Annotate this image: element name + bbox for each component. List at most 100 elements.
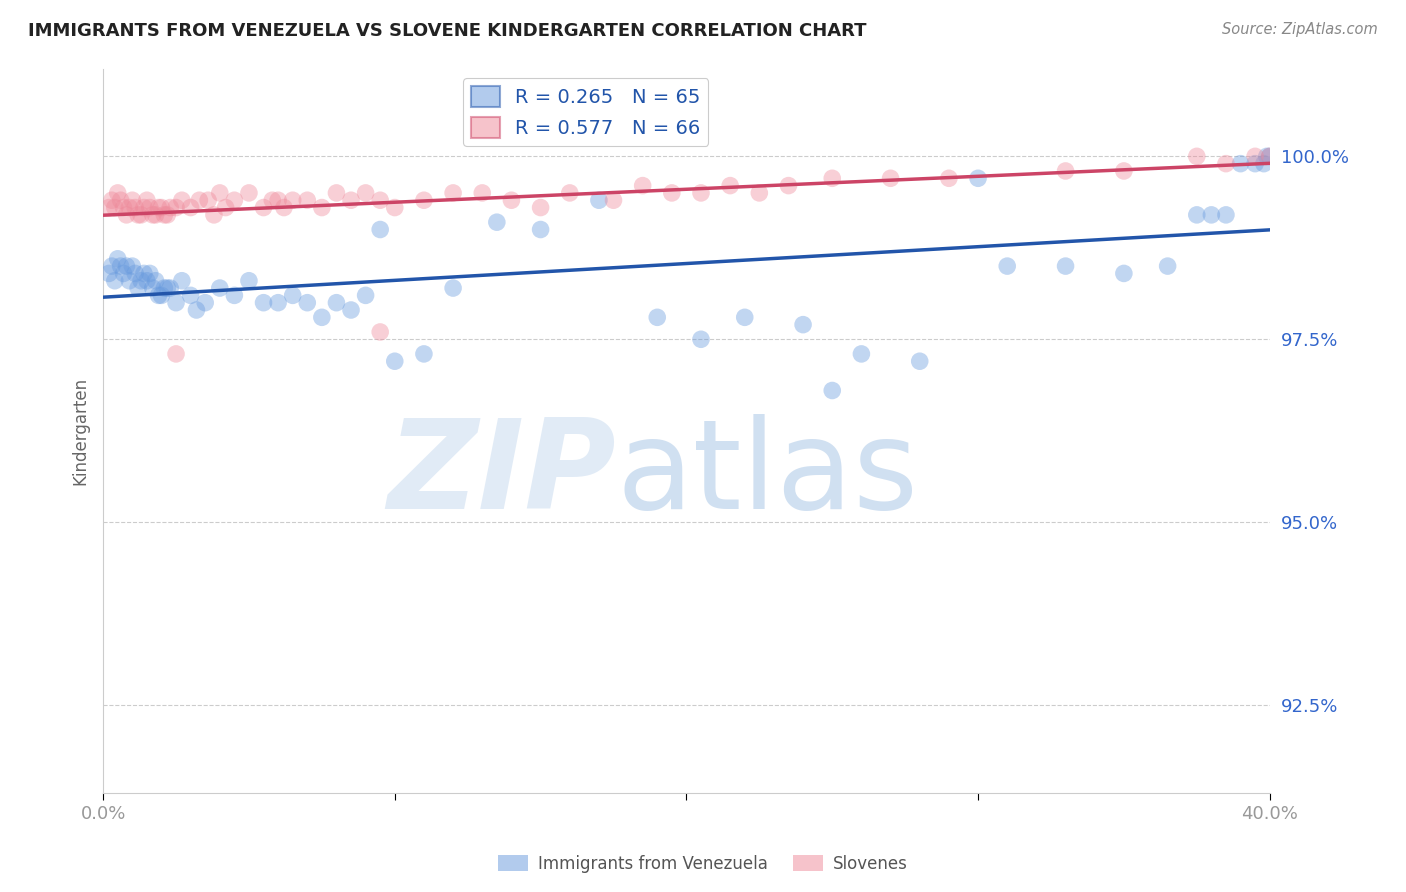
Point [156,208,179,222]
Point [340,303,363,318]
Point [170,274,193,288]
Point [118,274,141,288]
Point [1156,259,1178,273]
Point [224,288,246,302]
Text: atlas: atlas [616,414,918,534]
Point [224,193,246,207]
Point [995,259,1018,273]
Point [879,171,901,186]
Point [529,201,551,215]
Point [1253,156,1275,170]
Point [148,288,170,302]
Point [142,281,165,295]
Point [202,208,225,222]
Point [104,201,127,215]
Point [180,288,202,302]
Text: Source: ZipAtlas.com: Source: ZipAtlas.com [1222,22,1378,37]
Point [690,332,713,346]
Point [97,201,120,215]
Point [485,215,508,229]
Point [821,171,844,186]
Point [311,201,333,215]
Point [165,347,187,361]
Point [311,310,333,325]
Point [821,384,844,398]
Point [107,186,129,200]
Point [156,281,179,295]
Point [1229,156,1251,170]
Point [238,186,260,200]
Point [1112,164,1135,178]
Point [197,193,219,207]
Point [252,201,274,215]
Point [121,193,143,207]
Point [413,347,436,361]
Point [159,281,181,295]
Point [101,193,124,207]
Point [188,193,211,207]
Point [262,193,284,207]
Point [110,259,132,273]
Point [208,281,231,295]
Point [115,208,138,222]
Point [1215,208,1237,222]
Point [153,281,176,295]
Point [368,325,391,339]
Point [384,354,406,368]
Point [938,171,960,186]
Point [558,186,581,200]
Point [121,259,143,273]
Point [115,259,138,273]
Point [661,186,683,200]
Point [127,208,149,222]
Point [186,303,208,318]
Point [267,193,290,207]
Point [1256,149,1278,163]
Point [124,267,146,281]
Point [110,193,132,207]
Point [208,186,231,200]
Point [145,274,167,288]
Point [1112,267,1135,281]
Point [139,201,162,215]
Point [281,193,304,207]
Point [132,267,155,281]
Point [129,208,152,222]
Point [690,186,713,200]
Point [112,267,135,281]
Point [1185,208,1208,222]
Point [718,178,741,193]
Point [602,193,624,207]
Legend: Immigrants from Venezuela, Slovenes: Immigrants from Venezuela, Slovenes [492,848,914,880]
Point [340,193,363,207]
Point [778,178,800,193]
Point [441,281,464,295]
Point [734,310,756,325]
Point [1258,149,1281,163]
Point [135,274,157,288]
Point [1258,149,1281,163]
Point [214,201,236,215]
Point [104,274,127,288]
Point [631,178,654,193]
Point [129,274,152,288]
Text: ZIP: ZIP [388,414,616,534]
Point [132,201,155,215]
Y-axis label: Kindergarten: Kindergarten [72,376,89,485]
Point [471,186,494,200]
Point [354,288,377,302]
Point [97,267,120,281]
Point [170,193,193,207]
Point [501,193,523,207]
Point [273,201,295,215]
Point [1054,259,1077,273]
Point [112,201,135,215]
Point [145,208,167,222]
Point [967,171,990,186]
Point [267,295,290,310]
Point [297,193,319,207]
Point [413,193,436,207]
Point [139,267,162,281]
Point [645,310,668,325]
Point [441,186,464,200]
